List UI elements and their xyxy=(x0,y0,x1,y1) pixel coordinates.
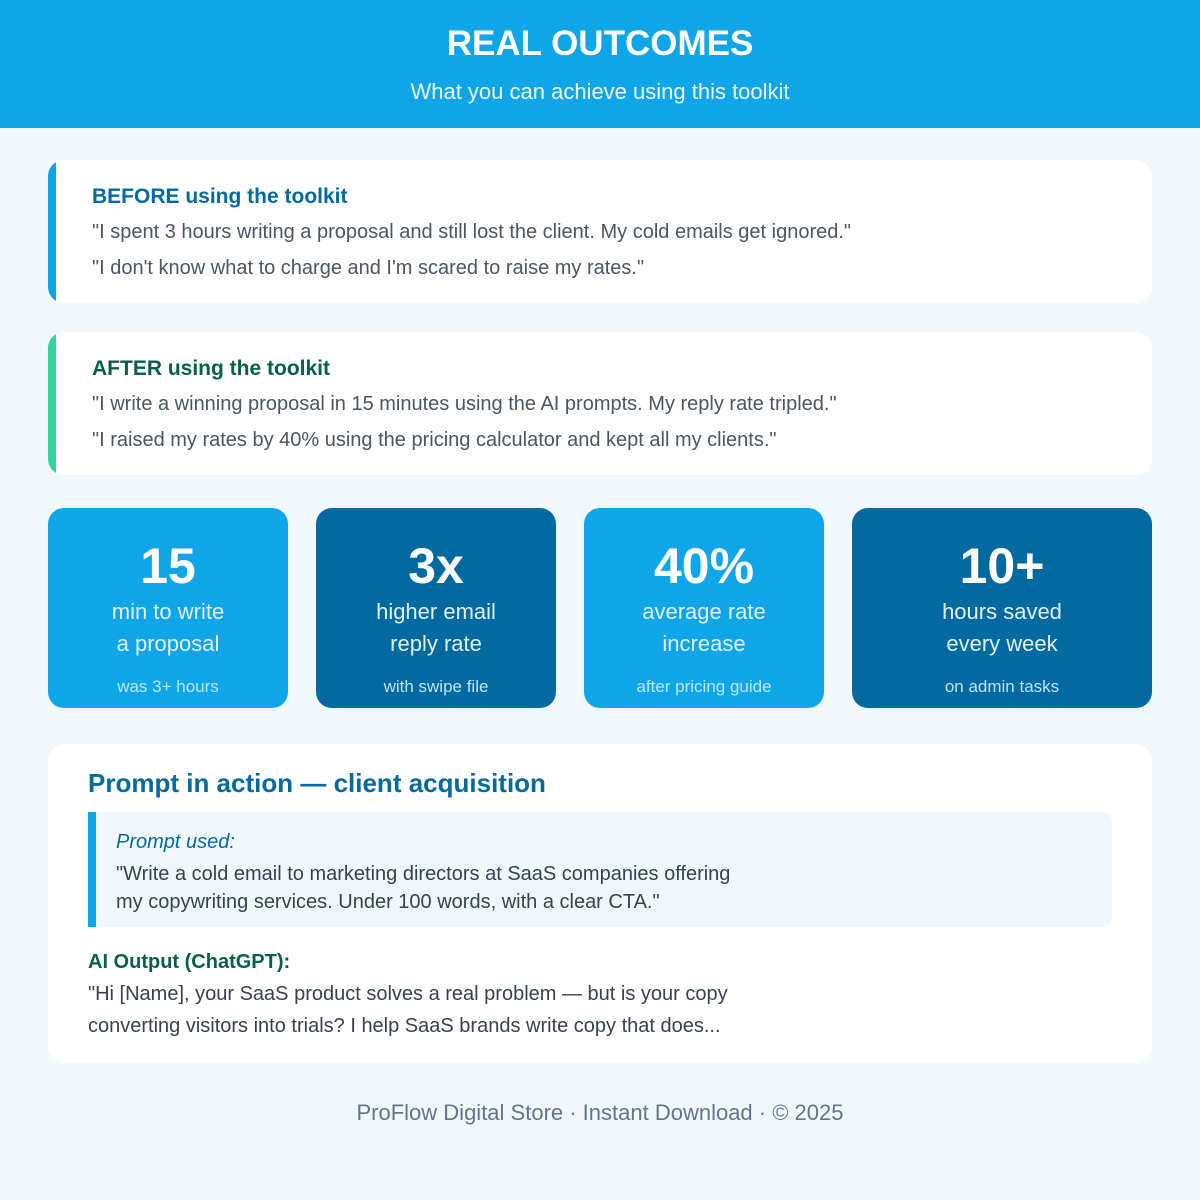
output-line: "Hi [Name], your SaaS product solves a r… xyxy=(88,983,728,1005)
before-card: BEFORE using the toolkit "I spent 3 hour… xyxy=(48,160,1152,303)
stat-value: 3x xyxy=(408,538,464,594)
stat-label: increase xyxy=(662,631,746,656)
stat-label: hours saved xyxy=(942,599,1062,624)
after-heading: AFTER using the toolkit xyxy=(92,357,330,380)
stat-label: higher email xyxy=(376,599,496,624)
stat-card: 40% average rate increase after pricing gui… xyxy=(584,508,824,708)
prompt-heading: Prompt in action — client acquisition xyxy=(88,768,546,798)
before-heading: BEFORE using the toolkit xyxy=(92,185,348,208)
before-quote: "I don't know what to charge and I'm sca… xyxy=(92,257,645,279)
output-label: AI Output (ChatGPT): xyxy=(88,951,291,973)
stat-label: reply rate xyxy=(390,631,482,656)
stat-note: was 3+ hours xyxy=(117,677,219,696)
prompt-card: Prompt in action — client acquisition Pr… xyxy=(48,744,1152,1063)
after-quote: "I write a winning proposal in 15 minute… xyxy=(92,393,837,415)
stat-note: on admin tasks xyxy=(944,677,1060,696)
footer: ProFlow Digital Store · Instant Download… xyxy=(356,1100,844,1125)
stat-value: 10+ xyxy=(959,538,1045,594)
stat-label: average rate xyxy=(642,599,766,624)
header: REAL OUTCOMES What you can achieve using… xyxy=(0,0,1200,128)
stat-note: after pricing guide xyxy=(636,677,772,696)
prompt-label: Prompt used: xyxy=(116,831,235,853)
after-card: AFTER using the toolkit "I write a winni… xyxy=(48,332,1152,475)
prompt-line: "Write a cold email to marketing directo… xyxy=(116,863,731,885)
stat-value: 40% xyxy=(653,538,755,594)
stat-label: min to write xyxy=(111,599,225,624)
prompt-box: Prompt used: "Write a cold email to mark… xyxy=(88,812,1112,927)
stat-label: every week xyxy=(946,631,1058,656)
after-quote: "I raised my rates by 40% using the pric… xyxy=(92,429,777,451)
stat-card: 15 min to write a proposal was 3+ hours xyxy=(48,508,288,708)
before-quote: "I spent 3 hours writing a proposal and … xyxy=(92,221,852,243)
stat-value: 15 xyxy=(140,538,196,594)
stat-note: with swipe file xyxy=(383,677,489,696)
stat-label: a proposal xyxy=(116,631,220,656)
prompt-line: my copywriting services. Under 100 words… xyxy=(116,891,660,913)
stat-card: 10+ hours saved every week on admin tasks xyxy=(852,508,1152,708)
output-line: converting visitors into trials? I help … xyxy=(88,1015,721,1037)
title: REAL OUTCOMES xyxy=(446,24,754,63)
stat-card: 3x higher email reply rate with swipe file xyxy=(316,508,556,708)
subtitle: What you can achieve using this toolkit xyxy=(410,79,790,104)
